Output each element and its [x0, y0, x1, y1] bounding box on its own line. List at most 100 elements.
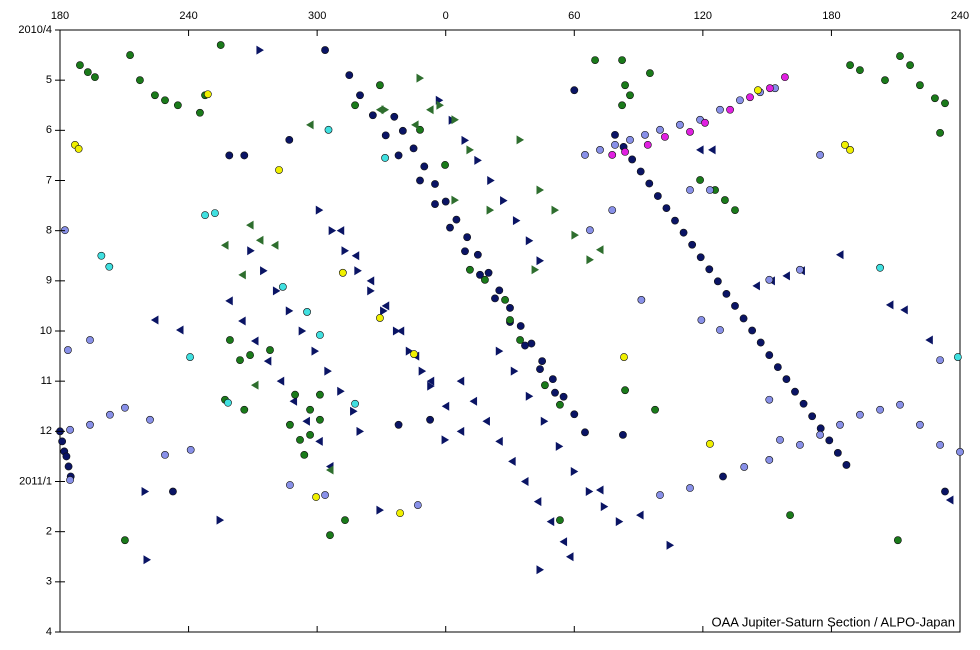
data-point [846, 61, 854, 70]
data-point [474, 155, 482, 165]
data-point [66, 425, 74, 434]
data-point [836, 420, 844, 429]
data-point [533, 497, 542, 507]
x-tick-label: 0 [443, 10, 449, 22]
data-point [436, 100, 444, 110]
data-point [410, 350, 418, 358]
data-point [351, 251, 360, 261]
data-point [570, 86, 579, 95]
data-point [427, 381, 435, 391]
data-point [236, 356, 244, 364]
data-point [303, 308, 311, 316]
y-tick-label: 3 [46, 576, 52, 588]
data-point [586, 226, 594, 235]
data-point [731, 206, 739, 214]
data-point [618, 56, 626, 64]
data-point [656, 491, 664, 499]
data-point [731, 302, 739, 310]
data-point [936, 128, 944, 137]
data-point [376, 81, 384, 90]
data-point [62, 452, 71, 461]
data-point [441, 435, 450, 445]
data-point [203, 90, 212, 99]
data-point [380, 306, 388, 316]
data-point [637, 295, 646, 304]
data-point [548, 375, 557, 384]
data-point [495, 346, 504, 356]
data-point [315, 436, 323, 446]
data-point [696, 145, 704, 155]
data-point [719, 472, 727, 481]
data-point [833, 449, 842, 457]
data-point [722, 289, 731, 298]
data-point [469, 396, 478, 406]
data-point [706, 439, 714, 448]
data-point [754, 86, 762, 95]
data-point [97, 251, 106, 260]
data-point [451, 115, 459, 125]
data-point [765, 456, 774, 464]
annotation: OAA Jupiter-Saturn Section / ALPO-Japan [711, 614, 955, 629]
data-point [482, 416, 490, 426]
y-tick-label: 2010/4 [18, 24, 52, 36]
data-point [846, 145, 854, 154]
data-point [300, 451, 309, 459]
data-point [721, 196, 729, 204]
data-point [816, 424, 825, 433]
data-point [615, 517, 624, 527]
data-point [126, 51, 134, 59]
data-point [341, 246, 349, 256]
data-point [936, 356, 944, 364]
data-point [246, 351, 254, 359]
data-point [396, 509, 404, 518]
data-point [645, 179, 654, 188]
data-point [351, 399, 359, 408]
data-point [506, 316, 514, 324]
data-point [516, 336, 524, 344]
data-point [836, 250, 844, 260]
data-point [686, 186, 694, 194]
data-point [316, 390, 324, 399]
data-point [740, 463, 749, 471]
data-point [676, 120, 684, 129]
data-point [786, 511, 794, 520]
data-point [716, 105, 724, 114]
data-point [321, 491, 329, 499]
data-point [315, 205, 324, 215]
data-point [409, 144, 418, 153]
data-point [141, 487, 150, 497]
x-tick-label: 180 [822, 10, 840, 22]
data-point [591, 56, 599, 64]
data-point [653, 192, 662, 200]
data-point [621, 386, 629, 395]
data-point [816, 151, 824, 159]
data-point [541, 381, 549, 390]
y-tick-label: 6 [46, 124, 52, 136]
data-point [161, 451, 169, 459]
data-point [426, 105, 434, 115]
data-point [251, 380, 259, 390]
data-point [686, 127, 694, 136]
data-point [556, 400, 564, 409]
data-point [296, 435, 304, 444]
data-point [791, 387, 799, 396]
data-point [285, 306, 294, 316]
data-point [508, 456, 516, 466]
y-tick-label: 5 [46, 74, 52, 86]
data-point [311, 346, 319, 356]
data-point [324, 125, 333, 134]
data-point [266, 346, 274, 354]
data-point [240, 151, 249, 160]
data-point [636, 510, 644, 520]
data-point [431, 200, 439, 208]
data-point [546, 517, 555, 527]
y-tick-label: 12 [40, 425, 52, 437]
data-point [525, 236, 534, 246]
data-point [646, 69, 654, 78]
data-point [536, 565, 544, 575]
data-point [441, 197, 450, 206]
data-point [571, 230, 579, 240]
data-point [426, 376, 435, 386]
data-point [431, 180, 439, 188]
data-point [608, 206, 617, 214]
